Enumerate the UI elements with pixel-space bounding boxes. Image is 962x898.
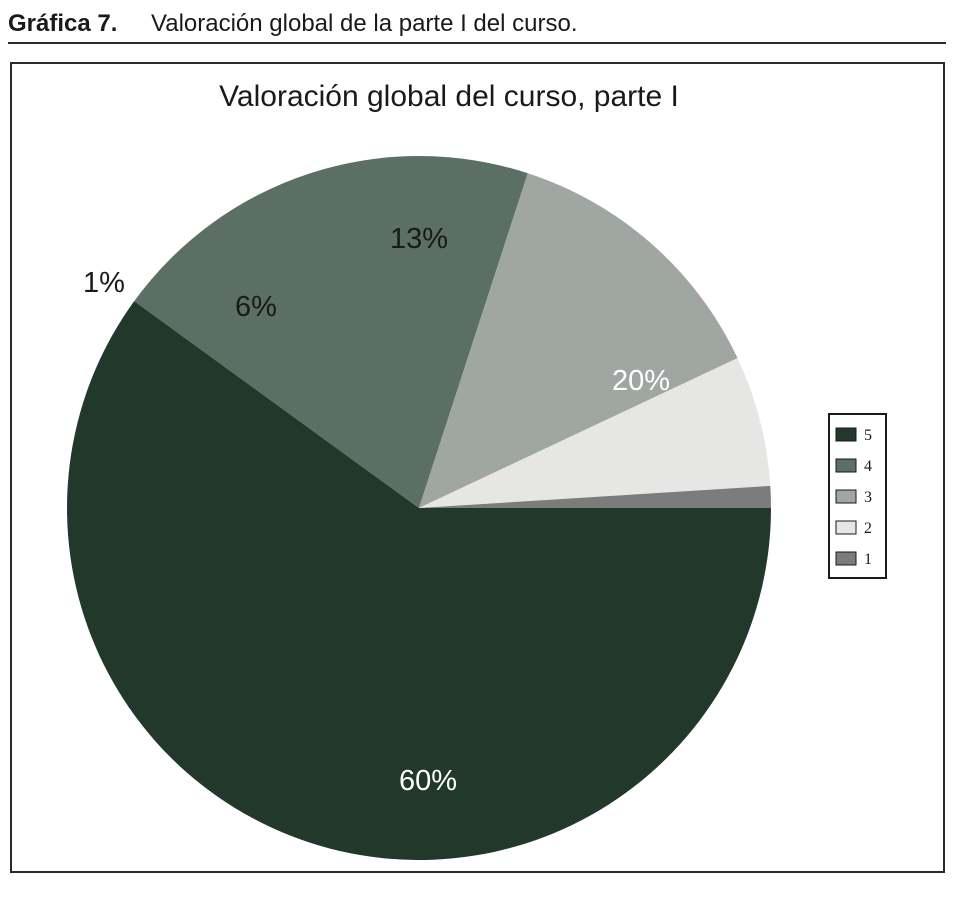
legend-label-3: 3 <box>864 489 872 506</box>
pie-slice-1 <box>419 485 771 508</box>
pie-slice-2 <box>419 358 771 508</box>
pie-slice-3 <box>419 173 738 509</box>
slice-label-5: 60% <box>399 765 457 797</box>
legend: 5 4 3 2 1 <box>828 413 887 579</box>
slice-label-2: 6% <box>235 291 277 323</box>
pie-slice-4 <box>134 155 528 508</box>
chart-frame <box>10 62 945 873</box>
legend-label-1: 1 <box>864 551 872 568</box>
caption-label: Gráfica 7. <box>8 10 118 37</box>
pie-slices <box>67 155 772 860</box>
legend-label-4: 4 <box>864 458 872 475</box>
legend-swatch-4 <box>835 458 857 473</box>
chart-title: Valoración global del curso, parte I <box>219 80 679 113</box>
legend-label-2: 2 <box>864 520 872 537</box>
slice-label-4: 20% <box>612 365 670 397</box>
figure-caption: Gráfica 7. Valoración global de la parte… <box>8 2 946 44</box>
caption-text: Valoración global de la parte I del curs… <box>151 10 578 37</box>
legend-label-5: 5 <box>864 427 872 444</box>
legend-swatch-3 <box>835 489 857 504</box>
slice-label-3: 13% <box>390 223 448 255</box>
legend-swatch-1 <box>835 551 857 566</box>
slice-label-1: 1% <box>83 267 125 299</box>
legend-swatch-5 <box>835 427 857 442</box>
pie-slice-5 <box>67 301 772 860</box>
legend-swatch-2 <box>835 520 857 535</box>
pie-labels: 60% 20% 13% 6% 1% <box>83 223 670 797</box>
